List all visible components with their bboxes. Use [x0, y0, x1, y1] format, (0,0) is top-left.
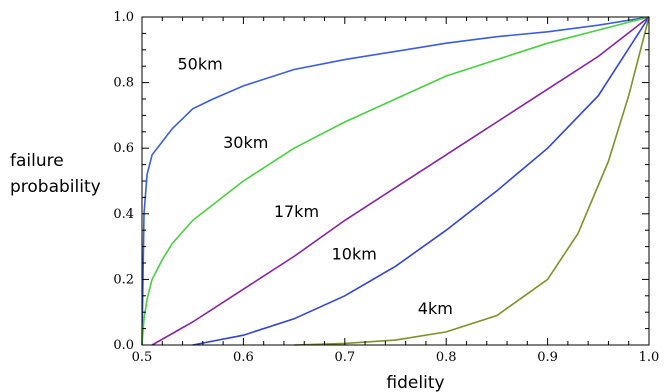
y-tick-label: 0.2	[113, 272, 134, 287]
series-label-17km: 17km	[274, 202, 319, 221]
series-label-10km: 10km	[332, 245, 377, 264]
x-tick-label: 0.5	[132, 350, 153, 365]
series-lines	[141, 16, 650, 346]
series-annotations: 50km 30km 17km 10km 4km	[177, 54, 452, 317]
y-axis-label-line-2: probability	[10, 177, 101, 197]
series-line-10km	[192, 16, 650, 346]
y-tick-label: 0.4	[113, 207, 134, 222]
series-label-50km: 50km	[177, 54, 222, 73]
x-tick-label: 0.8	[436, 350, 457, 365]
y-tick-label: 0.0	[113, 338, 134, 353]
tick-labels: 0.5 0.6 0.7 0.8 0.9 1.0 0.0 0.2 0.4 0.6 0.8 1.0	[113, 10, 659, 365]
series-label-4km: 4km	[418, 299, 453, 318]
series-line-17km	[151, 16, 650, 346]
y-tick-label: 0.6	[113, 141, 134, 156]
y-tick-label: 0.8	[113, 76, 134, 91]
x-tick-label: 0.9	[537, 350, 558, 365]
x-tick-label: 1.0	[639, 350, 660, 365]
series-line-4km	[294, 16, 650, 346]
x-tick-label: 0.6	[233, 350, 254, 365]
y-tick-label: 1.0	[113, 10, 134, 25]
y-axis-label-line-1: failure	[10, 151, 64, 171]
axis-ticks	[141, 16, 650, 346]
series-line-50km	[141, 16, 650, 346]
series-label-30km: 30km	[223, 133, 268, 152]
x-axis-label: fidelity	[386, 373, 444, 392]
x-tick-label: 0.7	[334, 350, 355, 365]
series-line-30km	[141, 16, 650, 346]
